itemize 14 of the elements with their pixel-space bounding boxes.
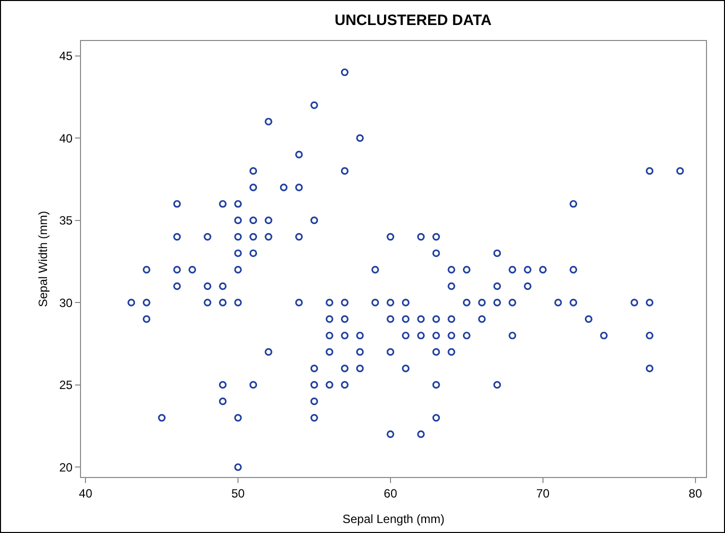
x-tick-label: 50 <box>231 486 246 500</box>
x-axis-title: Sepal Length (mm) <box>342 512 445 526</box>
y-tick-label: 30 <box>59 296 73 310</box>
y-tick-label: 45 <box>59 49 73 64</box>
y-tick-label: 25 <box>59 378 73 392</box>
x-tick-label: 60 <box>384 486 398 500</box>
y-tick-label: 40 <box>59 131 73 146</box>
x-tick-label: 80 <box>688 486 702 500</box>
y-axis-title: Sepal Width (mm) <box>36 210 50 308</box>
x-tick-label: 40 <box>78 486 93 500</box>
chart-title: UNCLUSTERED DATA <box>334 12 492 29</box>
y-tick-label: 35 <box>59 214 73 228</box>
y-tick-label: 20 <box>59 460 73 474</box>
x-tick-label: 70 <box>536 486 550 500</box>
